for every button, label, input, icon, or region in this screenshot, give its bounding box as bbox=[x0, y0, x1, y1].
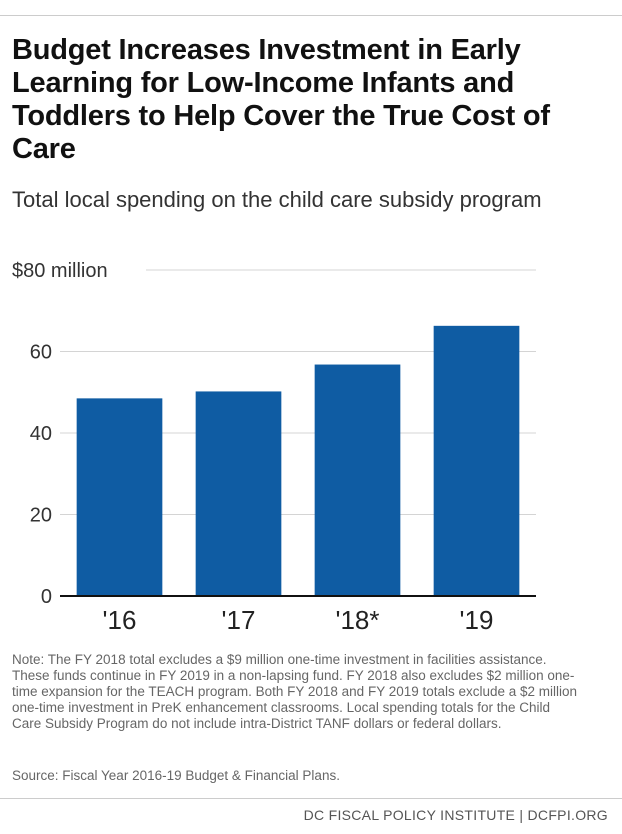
y-tick-label: 0 bbox=[41, 586, 52, 608]
y-axis-labels: 0 20 40 60 $80 million bbox=[12, 260, 108, 608]
top-divider bbox=[0, 15, 622, 16]
x-tick-label: '19 bbox=[460, 605, 494, 635]
chart-subtitle: Total local spending on the child care s… bbox=[12, 187, 542, 212]
bar bbox=[314, 364, 401, 596]
x-tick-label: '17 bbox=[222, 605, 256, 635]
chart-title: Budget Increases Investment in Early Lea… bbox=[12, 34, 550, 165]
x-axis-labels: '16 '17 '18* '19 bbox=[103, 605, 494, 635]
footnote: Note: The FY 2018 total excludes a $9 mi… bbox=[12, 652, 578, 731]
y-tick-label: 60 bbox=[30, 342, 52, 364]
bar bbox=[433, 325, 520, 596]
x-tick-label: '18* bbox=[335, 605, 379, 635]
publisher-credit: DC FISCAL POLICY INSTITUTE | DCFPI.ORG bbox=[303, 807, 608, 823]
bar bbox=[195, 391, 282, 596]
bottom-divider bbox=[0, 798, 622, 799]
y-tick-label: 40 bbox=[30, 423, 52, 445]
bars bbox=[76, 325, 520, 596]
y-tick-label: 20 bbox=[30, 505, 52, 527]
x-tick-label: '16 bbox=[103, 605, 137, 635]
source-note: Source: Fiscal Year 2016-19 Budget & Fin… bbox=[12, 768, 340, 783]
y-tick-label: $80 million bbox=[12, 260, 108, 282]
bar bbox=[76, 398, 163, 596]
bar-chart: 0 20 40 60 $80 million '16 '17 '18* '19 bbox=[12, 260, 536, 635]
